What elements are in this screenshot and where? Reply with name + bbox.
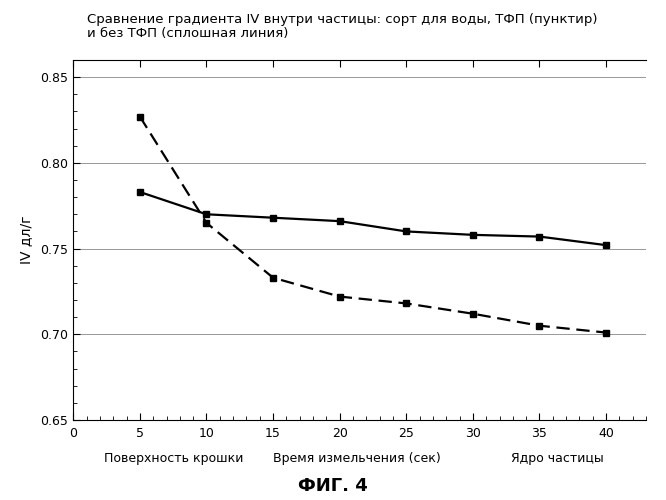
Text: Сравнение градиента IV внутри частицы: сорт для воды, ТФП (пунктир): Сравнение градиента IV внутри частицы: с… (87, 12, 597, 26)
Text: Поверхность крошки: Поверхность крошки (104, 452, 243, 466)
Text: ФИГ. 4: ФИГ. 4 (298, 477, 368, 495)
Text: Ядро частицы: Ядро частицы (511, 452, 603, 466)
Text: и без ТФП (сплошная линия): и без ТФП (сплошная линия) (87, 28, 288, 40)
Text: Время измельчения (сек): Время измельчения (сек) (273, 452, 441, 466)
Y-axis label: IV дл/г: IV дл/г (19, 216, 33, 264)
